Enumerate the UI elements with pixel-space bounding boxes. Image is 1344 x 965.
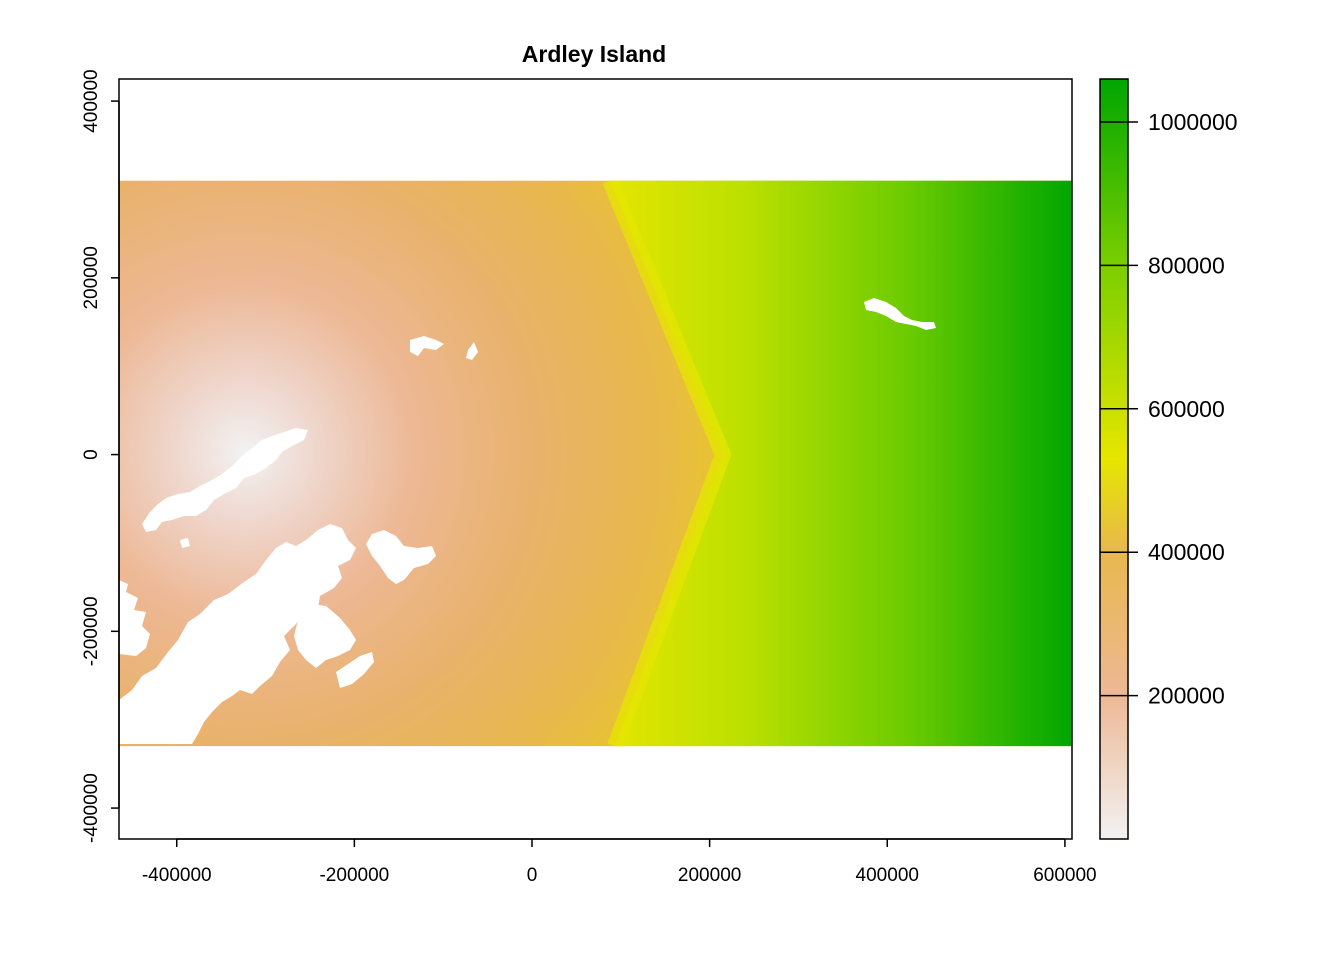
y-axis: -400000 -200000 0 200000 400000 — [81, 69, 120, 843]
land-island-small-2 — [294, 604, 356, 668]
x-tick-label: -200000 — [319, 865, 389, 886]
land-island-elephant — [410, 336, 444, 356]
x-tick-label: 400000 — [856, 865, 919, 886]
x-tick-label: 0 — [527, 865, 538, 886]
y-tick-label: -200000 — [81, 596, 102, 666]
raster-layer — [119, 180, 1072, 747]
x-axis: -400000 -200000 0 200000 400000 600000 — [142, 838, 1097, 886]
y-tick-label: 400000 — [81, 69, 102, 132]
land-island-clarence — [466, 342, 478, 360]
y-tick-label: -400000 — [81, 773, 102, 843]
colorbar-tick-label: 400000 — [1148, 539, 1225, 565]
land-peninsula-main — [119, 524, 356, 744]
land-mask — [119, 298, 936, 744]
land-islands-southshetland — [142, 428, 308, 532]
x-tick-label: 600000 — [1033, 865, 1096, 886]
chart-title: Ardley Island — [522, 41, 666, 67]
land-peninsula — [119, 580, 150, 656]
colorbar-tick-label: 600000 — [1148, 396, 1225, 422]
raster-ridge — [602, 180, 732, 747]
colorbar-tick-label: 1000000 — [1148, 109, 1238, 135]
colorbar-tick-label: 200000 — [1148, 683, 1225, 709]
x-tick-label: -400000 — [142, 865, 212, 886]
land-island-small-3 — [336, 652, 374, 688]
x-tick-label: 200000 — [678, 865, 741, 886]
colorbar-ticks: 200000 400000 600000 800000 1000000 — [1100, 109, 1238, 709]
colorbar-gradient — [1099, 78, 1129, 840]
raster-right-field — [610, 180, 1072, 747]
land-island-anvers — [366, 530, 436, 584]
y-tick-label: 0 — [81, 449, 102, 460]
colorbar-tick-label: 800000 — [1148, 252, 1225, 278]
land-island-small-1 — [180, 538, 190, 548]
land-island-southorkney — [864, 298, 936, 330]
colorbar-legend: 200000 400000 600000 800000 1000000 — [1099, 78, 1238, 840]
y-tick-label: 200000 — [81, 246, 102, 309]
